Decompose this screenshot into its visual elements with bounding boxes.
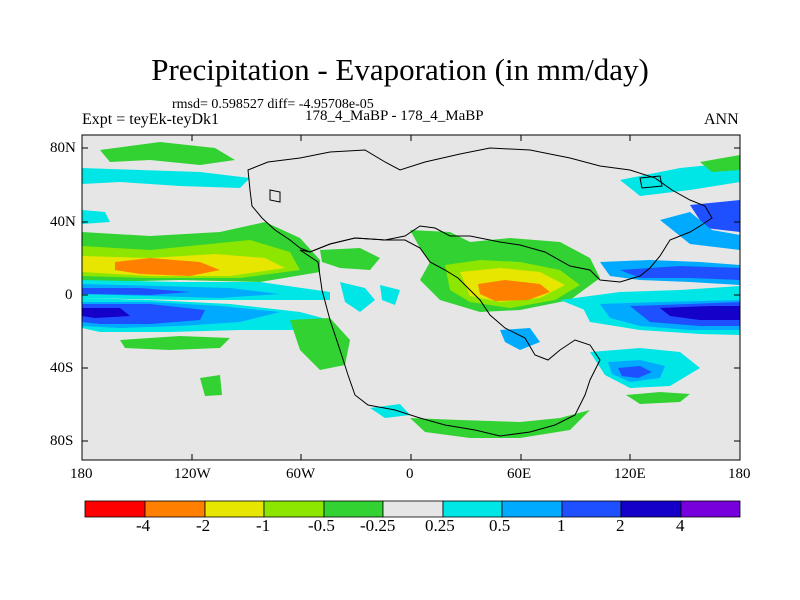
coastline-island-2 bbox=[639, 175, 663, 189]
colorbar-label-4: -0.5 bbox=[308, 516, 335, 535]
colorbar-box-7 bbox=[442, 500, 503, 518]
colorbar-label-8: 1 bbox=[557, 516, 566, 535]
colorbar-label-3: -1 bbox=[256, 516, 271, 535]
coastline-gondwana bbox=[299, 237, 601, 437]
lon-label-60e: 60E bbox=[507, 466, 532, 482]
coastlines bbox=[247, 147, 713, 437]
contour-soc-green bbox=[626, 392, 690, 404]
contour-subtrop-orange bbox=[115, 258, 220, 276]
colorbar-box-11 bbox=[680, 500, 741, 518]
contour-spac-darkblue bbox=[82, 308, 130, 318]
page-title: Precipitation - Evaporation (in mm/day) bbox=[151, 52, 649, 87]
contour-eq-darkblue bbox=[82, 288, 190, 295]
colorbar-label-6: 0.25 bbox=[425, 516, 455, 535]
contour-sio-darkblue bbox=[660, 306, 740, 320]
colorbar-box-1 bbox=[84, 500, 146, 518]
lon-label-180w: 180 bbox=[70, 466, 93, 482]
colorbar-label-10: 4 bbox=[676, 516, 685, 535]
colorbar-box-8 bbox=[501, 500, 563, 518]
contour-north-green-east bbox=[700, 155, 740, 172]
colorbar-box-2 bbox=[144, 500, 206, 518]
contour-npac-cyan bbox=[82, 210, 110, 224]
lon-ticks bbox=[191, 135, 631, 460]
contour-sp-green-small bbox=[200, 375, 222, 396]
colorbar-box-10 bbox=[620, 500, 682, 518]
lat-label-0: 0 bbox=[65, 287, 73, 303]
colorbar-box-4 bbox=[263, 500, 325, 518]
colorbar bbox=[84, 500, 741, 518]
lat-ticks bbox=[82, 147, 740, 442]
field-contours bbox=[82, 142, 740, 438]
season-label: ANN bbox=[704, 111, 739, 128]
experiment-label: Expt = teyEk-teyDk1 bbox=[82, 111, 219, 128]
case-label: 178_4_MaBP - 178_4_MaBP bbox=[305, 108, 484, 124]
colorbar-box-3 bbox=[204, 500, 265, 518]
lat-label-40s: 40S bbox=[50, 360, 74, 376]
stats-label: rmsd= 0.598527 diff= -4.95708e-05 bbox=[172, 97, 374, 112]
lat-label-80n: 80N bbox=[50, 140, 76, 156]
lon-label-120e: 120E bbox=[614, 466, 646, 482]
contour-wpac-blue bbox=[620, 266, 740, 280]
lat-label-40n: 40N bbox=[50, 214, 76, 230]
colorbar-label-7: 0.5 bbox=[489, 516, 511, 535]
contour-samer-green bbox=[320, 248, 380, 270]
contour-sp-dry-green2 bbox=[290, 318, 350, 370]
contour-arctic-green bbox=[100, 142, 235, 165]
contour-nw-pac-cyan bbox=[660, 212, 740, 250]
contour-sp-dry-green bbox=[120, 336, 230, 350]
colorbar-label-9: 2 bbox=[616, 516, 625, 535]
contour-aus-blue bbox=[500, 328, 540, 350]
contour-africa-orange bbox=[478, 280, 550, 301]
contour-antarctic-green bbox=[410, 410, 590, 438]
colorbar-box-6 bbox=[382, 500, 444, 518]
colorbar-box-9 bbox=[561, 500, 622, 518]
lon-label-180e: 180 bbox=[728, 466, 751, 482]
contour-soc-blue bbox=[618, 366, 652, 378]
colorbar-box-5 bbox=[323, 500, 384, 518]
colorbar-label-2: -2 bbox=[196, 516, 211, 535]
lon-label-120w: 120W bbox=[174, 466, 211, 482]
contour-samer-cyan bbox=[340, 282, 375, 312]
contour-north-cyan-west bbox=[82, 168, 250, 188]
colorbar-label-5: -0.25 bbox=[360, 516, 396, 535]
lat-label-80s: 80S bbox=[50, 433, 74, 449]
lon-label-60w: 60W bbox=[286, 466, 316, 482]
contour-samer-cyan2 bbox=[380, 285, 400, 305]
colorbar-label-1: -4 bbox=[136, 516, 151, 535]
lon-label-0: 0 bbox=[406, 466, 414, 482]
coastline-island-1 bbox=[269, 189, 281, 203]
